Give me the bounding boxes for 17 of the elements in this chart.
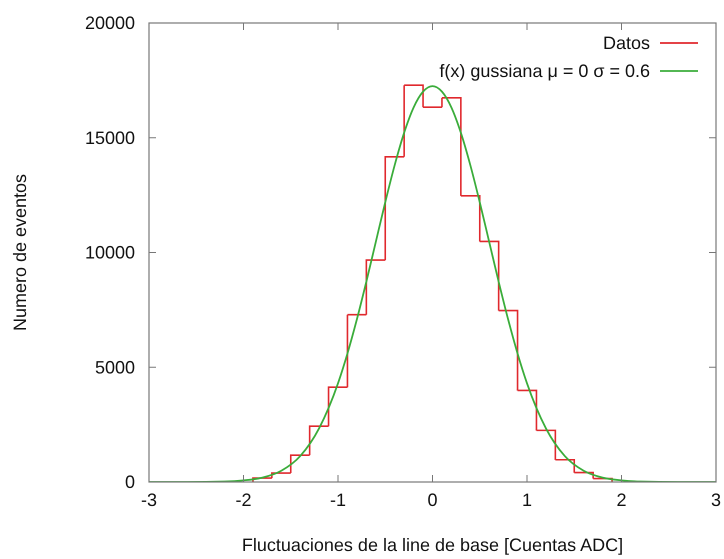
y-tick-label: 0 [124,472,135,492]
x-tick-label: 2 [616,490,627,510]
y-tick-label: 5000 [94,357,135,378]
y-tick-label: 10000 [84,242,135,262]
x-axis-title: Fluctuaciones de la line de base [Cuentas ADC] [242,535,624,555]
y-tick-label: 20000 [84,13,135,33]
y-tick-label: 15000 [84,128,135,148]
line-series [149,85,716,482]
legend-label: f(x) gussiana μ = 0 σ = 0.6 [439,61,650,81]
x-tick-label: 1 [522,490,532,510]
legend-label: Datos [602,33,650,53]
x-tick-label: -1 [330,490,346,510]
y-axis-title: Numero de eventos [10,174,30,332]
x-tick-label: 3 [710,490,722,510]
x-tick-label: -3 [140,490,158,510]
x-tick-label: 0 [427,490,438,510]
x-tick-label: -2 [235,490,252,510]
